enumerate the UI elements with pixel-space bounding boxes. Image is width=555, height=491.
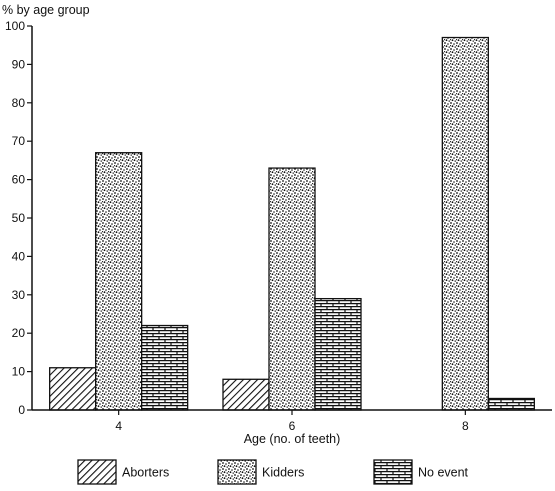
x-axis-title: Age (no. of teeth) [244,432,341,446]
x-tick-label: 4 [115,419,122,433]
x-axis: 4 6 8 [115,410,469,433]
legend-item-no-event: No event [373,459,469,485]
y-tick-label: 90 [12,57,26,71]
legend-label: No event [418,466,469,480]
bars [49,36,535,411]
y-tick-label: 10 [12,365,26,379]
y-tick-label: 50 [12,211,26,225]
y-axis: 0 10 20 30 40 50 60 70 80 90 100 [5,19,32,417]
legend-swatch [217,459,257,485]
y-tick-label: 30 [12,288,26,302]
legend-item-aborters: Aborters [77,459,169,485]
y-tick-label: 60 [12,173,26,187]
y-tick-label: 20 [12,326,26,340]
y-tick-label: 40 [12,249,26,263]
legend-swatch [77,459,117,485]
y-tick-label: 70 [12,134,26,148]
legend-label: Kidders [262,466,304,480]
x-tick-label: 8 [462,419,469,433]
legend-swatch [373,459,413,485]
y-tick-label: 0 [18,403,25,417]
y-axis-title: % by age group [2,3,90,17]
x-tick-label: 6 [289,419,296,433]
legend: Aborters Kidders No event [77,459,469,485]
y-tick-label: 100 [5,19,25,33]
bar-aborters-6 [222,378,270,411]
y-tick-label: 80 [12,96,26,110]
bar-no-event-6 [314,297,362,411]
legend-label: Aborters [122,466,169,480]
bar-kidders-6 [268,167,316,411]
legend-item-kidders: Kidders [217,459,304,485]
bar-kidders-8 [441,36,489,411]
bar-no-event-8 [487,397,535,411]
bar-aborters-4 [49,367,97,411]
bar-no-event-4 [141,324,189,411]
bar-kidders-4 [95,152,143,411]
